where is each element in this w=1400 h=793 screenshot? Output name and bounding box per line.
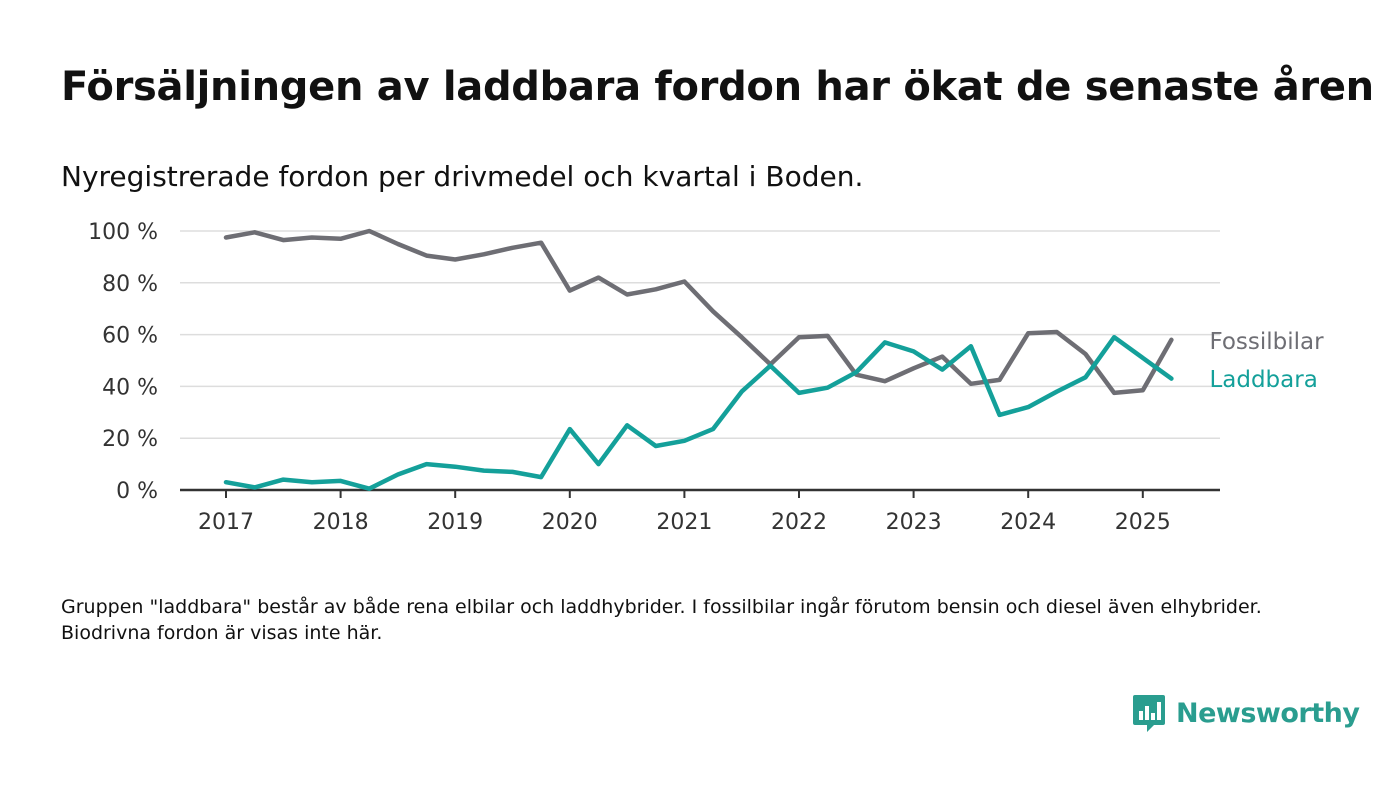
x-tick-label: 2023 [886, 510, 942, 535]
x-tick-label: 2021 [656, 510, 712, 535]
x-tick-label: 2017 [198, 510, 254, 535]
x-tick-label: 2019 [427, 510, 483, 535]
chart-subtitle: Nyregistrerade fordon per drivmedel och … [61, 160, 864, 193]
x-tick-label: 2024 [1000, 510, 1056, 535]
line-chart: 0 % 20 % 40 % 60 % 80 % 100 % 2017 2018 2019 202… [88, 220, 1324, 535]
series-line-laddbara [223, 334, 1174, 491]
y-tick-label: 0 % [116, 479, 158, 504]
y-tick-label: 100 % [88, 220, 158, 245]
series-label-fossilbilar: Fossilbilar [1209, 329, 1324, 355]
series-line-fossilbilar [223, 228, 1174, 396]
newsworthy-logo-icon [1133, 695, 1165, 732]
gridlines [180, 230, 1220, 439]
chart-title: Försäljningen av laddbara fordon har öka… [61, 64, 1374, 110]
y-tick-label: 40 % [102, 375, 158, 400]
series-labels: Fossilbilar Laddbara [1209, 329, 1324, 393]
y-tick-label: 20 % [102, 427, 158, 452]
series-label-laddbara: Laddbara [1209, 367, 1317, 393]
x-tick-label: 2018 [313, 510, 369, 535]
brand-name: Newsworthy [1176, 697, 1360, 729]
y-axis-ticks: 0 % 20 % 40 % 60 % 80 % 100 % [88, 220, 158, 504]
x-tick-label: 2025 [1115, 510, 1171, 535]
y-tick-label: 80 % [102, 272, 158, 297]
x-tick-label: 2022 [771, 510, 827, 535]
series-lines [223, 228, 1174, 491]
x-axis: 2017 2018 2019 2020 2021 2022 2023 2024 2025 [180, 488, 1220, 535]
footnote: Gruppen "laddbara" består av både rena e… [61, 596, 1262, 644]
y-tick-label: 60 % [102, 324, 158, 349]
x-tick-label: 2020 [542, 510, 598, 535]
brand-logo[interactable]: Newsworthy [1132, 692, 1360, 734]
